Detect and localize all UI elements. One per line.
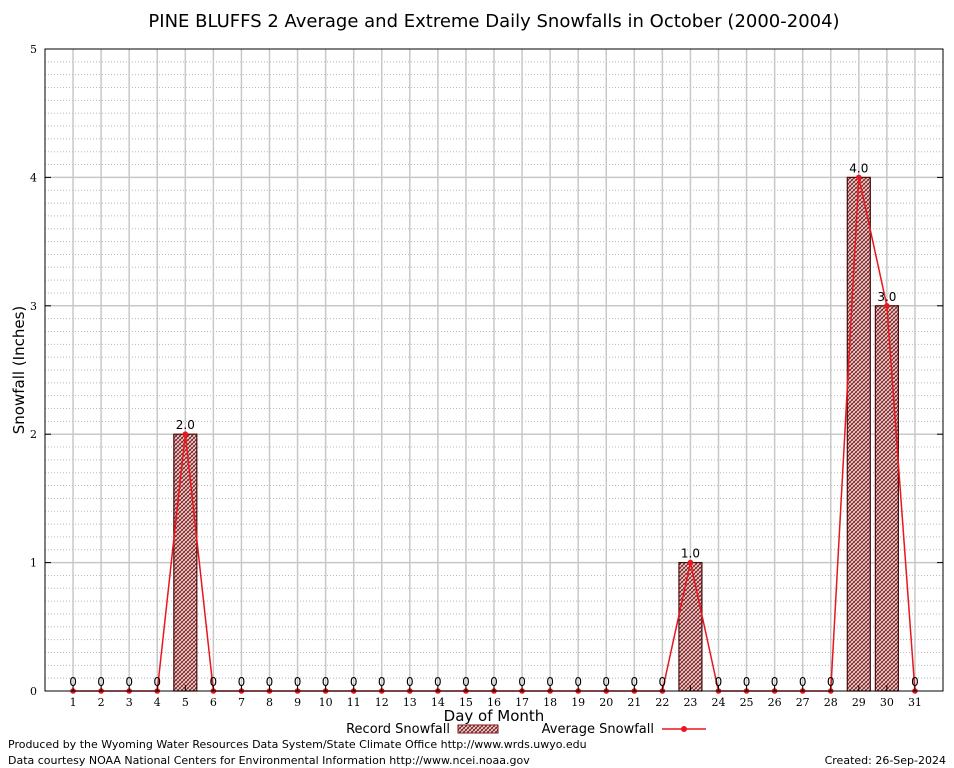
footer-produced-by: Produced by the Wyoming Water Resources … xyxy=(8,738,587,751)
data-label-day-9: 0 xyxy=(294,675,302,689)
x-tick-label: 14 xyxy=(431,696,445,709)
data-label-day-8: 0 xyxy=(266,675,274,689)
x-tick-label: 25 xyxy=(740,696,754,709)
x-tick-label: 26 xyxy=(768,696,782,709)
record-bar-day-23 xyxy=(678,561,703,692)
data-label-day-3: 0 xyxy=(125,675,133,689)
x-tick-label: 18 xyxy=(543,696,557,709)
data-label-day-21: 0 xyxy=(630,675,638,689)
data-label-day-26: 0 xyxy=(771,675,779,689)
data-label-day-6: 0 xyxy=(210,675,218,689)
x-tick-label: 15 xyxy=(459,696,473,709)
data-label-day-15: 0 xyxy=(462,675,470,689)
footer-created: Created: 26-Sep-2024 xyxy=(824,754,946,767)
data-label-day-1: 0 xyxy=(69,675,77,689)
record-bar-day-30 xyxy=(874,305,899,692)
y-tick-label: 5 xyxy=(30,43,37,56)
x-tick-label: 17 xyxy=(515,696,529,709)
average-point-day-5 xyxy=(182,431,189,438)
data-label-day-2: 0 xyxy=(97,675,105,689)
data-label-day-25: 0 xyxy=(743,675,751,689)
data-label-day-19: 0 xyxy=(574,675,582,689)
legend: Record Snowfall Average Snowfall xyxy=(346,722,706,737)
average-point-day-29 xyxy=(856,174,862,181)
x-tick-label: 1 xyxy=(70,696,77,709)
x-tick-label: 12 xyxy=(375,696,389,709)
average-point-day-23 xyxy=(687,559,694,566)
y-tick-label: 0 xyxy=(30,685,37,698)
data-label-day-10: 0 xyxy=(322,675,330,689)
x-tick-label: 3 xyxy=(126,696,133,709)
x-tick-label: 13 xyxy=(403,696,417,709)
data-label-day-18: 0 xyxy=(546,675,554,689)
y-tick-label: 2 xyxy=(30,428,37,441)
data-label-day-13: 0 xyxy=(406,675,414,689)
average-point-day-30 xyxy=(884,303,890,309)
data-label-day-27: 0 xyxy=(799,675,807,689)
data-label-day-29: 4.0 xyxy=(849,161,868,175)
data-label-day-12: 0 xyxy=(378,675,386,689)
x-tick-label: 4 xyxy=(154,696,161,709)
x-tick-label: 22 xyxy=(655,696,669,709)
x-tick-label: 6 xyxy=(210,696,217,709)
x-tick-label: 19 xyxy=(571,696,585,709)
x-tick-label: 21 xyxy=(627,696,641,709)
data-label-day-16: 0 xyxy=(490,675,498,689)
x-tick-label: 8 xyxy=(266,696,273,709)
data-label-day-14: 0 xyxy=(434,675,442,689)
x-tick-label: 9 xyxy=(294,696,301,709)
x-tick-label: 2 xyxy=(98,696,105,709)
x-tick-label: 24 xyxy=(712,696,726,709)
data-label-day-5: 2.0 xyxy=(176,418,195,432)
x-tick-label: 29 xyxy=(852,696,866,709)
legend-average-marker xyxy=(681,726,687,732)
data-label-day-30: 3.0 xyxy=(877,290,896,304)
x-tick-label: 20 xyxy=(599,696,613,709)
x-axis-label: Day of Month xyxy=(444,707,545,725)
legend-record-swatch xyxy=(457,724,499,734)
x-tick-label: 16 xyxy=(487,696,501,709)
y-axis-label: Snowfall (Inches) xyxy=(10,306,28,434)
x-tick-label: 11 xyxy=(347,696,361,709)
data-label-day-28: 0 xyxy=(827,675,835,689)
data-label-day-17: 0 xyxy=(518,675,526,689)
x-tick-label: 5 xyxy=(182,696,189,709)
chart-title: PINE BLUFFS 2 Average and Extreme Daily … xyxy=(148,11,839,32)
y-tick-label: 3 xyxy=(30,300,37,313)
y-tick-label: 4 xyxy=(30,171,37,184)
data-label-day-22: 0 xyxy=(659,675,667,689)
data-label-day-11: 0 xyxy=(350,675,358,689)
x-tick-label: 7 xyxy=(238,696,245,709)
data-label-day-23: 1.0 xyxy=(681,547,700,561)
legend-record-label: Record Snowfall xyxy=(346,722,450,737)
record-bar-day-29 xyxy=(846,176,871,692)
data-label-day-20: 0 xyxy=(602,675,610,689)
x-tick-label: 31 xyxy=(908,696,922,709)
data-label-day-31: 0 xyxy=(911,675,919,689)
record-bar-day-5 xyxy=(173,433,198,692)
x-tick-label: 23 xyxy=(683,696,697,709)
x-tick-label: 10 xyxy=(319,696,333,709)
data-label-day-7: 0 xyxy=(238,675,246,689)
data-labels: 0 0 0 0 2.0 0 0 0 0 0 0 0 0 0 0 0 0 0 0 0 0 0 1.0 0 0 0 0 0 4.0 3.0 0 xyxy=(69,161,919,689)
legend-average-label: Average Snowfall xyxy=(542,722,654,737)
footer-courtesy: Data courtesy NOAA National Centers for … xyxy=(8,754,530,767)
x-tick-label: 27 xyxy=(796,696,810,709)
x-tick-label: 30 xyxy=(880,696,894,709)
y-tick-label: 1 xyxy=(30,557,37,570)
x-tick-label: 28 xyxy=(824,696,838,709)
data-label-day-24: 0 xyxy=(715,675,723,689)
data-label-day-4: 0 xyxy=(153,675,161,689)
